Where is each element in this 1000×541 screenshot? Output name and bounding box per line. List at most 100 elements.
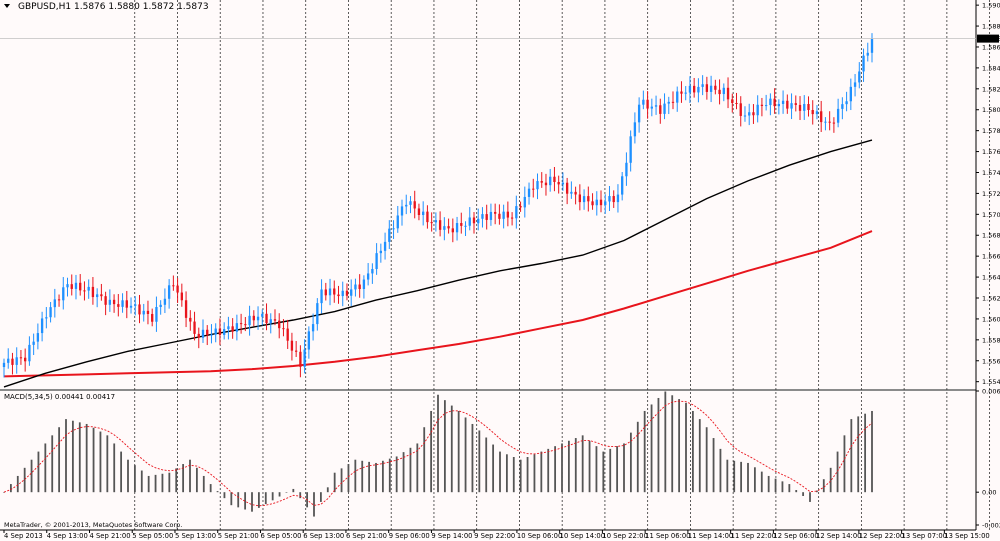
candle[interactable] xyxy=(786,100,789,109)
candle[interactable] xyxy=(756,104,759,116)
candle[interactable] xyxy=(74,282,78,289)
candle[interactable] xyxy=(244,324,247,326)
candle[interactable] xyxy=(676,91,679,103)
candle[interactable] xyxy=(625,162,628,177)
candle[interactable] xyxy=(769,98,772,106)
candle[interactable] xyxy=(155,307,158,322)
candle[interactable] xyxy=(701,84,704,87)
candle[interactable] xyxy=(392,228,395,230)
candle[interactable] xyxy=(633,122,637,137)
candlestick-series[interactable] xyxy=(2,33,874,378)
candle[interactable] xyxy=(256,316,260,321)
candle[interactable] xyxy=(218,328,222,335)
candle[interactable] xyxy=(832,122,836,124)
candle[interactable] xyxy=(663,103,666,114)
candle[interactable] xyxy=(544,182,548,186)
candle[interactable] xyxy=(201,329,205,338)
candle[interactable] xyxy=(290,340,294,351)
candle[interactable] xyxy=(239,323,243,325)
candle[interactable] xyxy=(680,91,683,94)
candle[interactable] xyxy=(396,215,399,229)
candle[interactable] xyxy=(493,211,497,214)
candle[interactable] xyxy=(32,341,35,345)
candle[interactable] xyxy=(273,319,277,321)
candle[interactable] xyxy=(629,136,632,163)
candle[interactable] xyxy=(714,85,717,90)
candle[interactable] xyxy=(7,358,10,363)
candle[interactable] xyxy=(438,220,442,230)
candle[interactable] xyxy=(790,103,793,109)
candle[interactable] xyxy=(532,188,535,190)
candle[interactable] xyxy=(197,333,200,338)
candle[interactable] xyxy=(697,86,700,93)
candle[interactable] xyxy=(595,199,598,206)
candle[interactable] xyxy=(49,307,52,318)
candle[interactable] xyxy=(286,328,289,341)
candle[interactable] xyxy=(553,176,556,182)
candle[interactable] xyxy=(422,211,425,216)
candle[interactable] xyxy=(282,328,285,330)
candle[interactable] xyxy=(358,284,361,290)
candle[interactable] xyxy=(578,194,582,203)
candle[interactable] xyxy=(227,326,230,330)
candle[interactable] xyxy=(311,324,315,332)
candle[interactable] xyxy=(307,331,311,350)
candle[interactable] xyxy=(464,225,467,227)
candle[interactable] xyxy=(858,71,861,83)
candle[interactable] xyxy=(379,250,383,254)
candle[interactable] xyxy=(502,211,505,219)
candle[interactable] xyxy=(248,315,251,326)
candle[interactable] xyxy=(709,85,713,92)
candle[interactable] xyxy=(400,206,404,216)
candle[interactable] xyxy=(841,104,844,109)
candle[interactable] xyxy=(362,279,366,290)
candle[interactable] xyxy=(354,284,357,290)
candle[interactable] xyxy=(159,304,162,307)
candle[interactable] xyxy=(316,303,319,325)
candle[interactable] xyxy=(477,218,480,224)
candle[interactable] xyxy=(693,85,696,93)
candle[interactable] xyxy=(688,85,692,93)
candle[interactable] xyxy=(95,294,99,298)
candle[interactable] xyxy=(587,196,590,202)
candle[interactable] xyxy=(667,101,670,104)
candle[interactable] xyxy=(125,300,128,308)
candle[interactable] xyxy=(748,112,751,116)
candle[interactable] xyxy=(735,102,738,104)
candle[interactable] xyxy=(519,206,522,208)
candle[interactable] xyxy=(781,100,785,104)
candle[interactable] xyxy=(129,305,133,308)
candle[interactable] xyxy=(570,191,573,194)
candle[interactable] xyxy=(79,282,82,291)
candle[interactable] xyxy=(142,310,145,315)
candle[interactable] xyxy=(646,99,649,109)
candle[interactable] xyxy=(413,201,416,209)
candle[interactable] xyxy=(70,284,73,289)
candle[interactable] xyxy=(303,349,306,367)
candle[interactable] xyxy=(705,84,709,92)
candle[interactable] xyxy=(108,299,112,305)
candle[interactable] xyxy=(650,106,653,109)
candle[interactable] xyxy=(180,292,183,301)
candle[interactable] xyxy=(320,289,323,304)
candle[interactable] xyxy=(455,223,459,233)
candle[interactable] xyxy=(328,288,332,296)
candle[interactable] xyxy=(642,99,645,105)
candle[interactable] xyxy=(223,329,226,335)
candle[interactable] xyxy=(91,286,95,298)
candle[interactable] xyxy=(722,87,725,95)
candle[interactable] xyxy=(11,358,14,365)
candle[interactable] xyxy=(265,313,268,324)
candle[interactable] xyxy=(498,213,501,219)
candle[interactable] xyxy=(138,304,141,315)
candle[interactable] xyxy=(134,304,137,306)
candle[interactable] xyxy=(151,313,154,322)
candle[interactable] xyxy=(337,294,340,297)
candle[interactable] xyxy=(40,318,44,334)
candle[interactable] xyxy=(24,357,27,362)
candle[interactable] xyxy=(777,103,781,107)
candle[interactable] xyxy=(345,290,349,296)
candle[interactable] xyxy=(612,196,615,203)
candle[interactable] xyxy=(447,226,450,229)
